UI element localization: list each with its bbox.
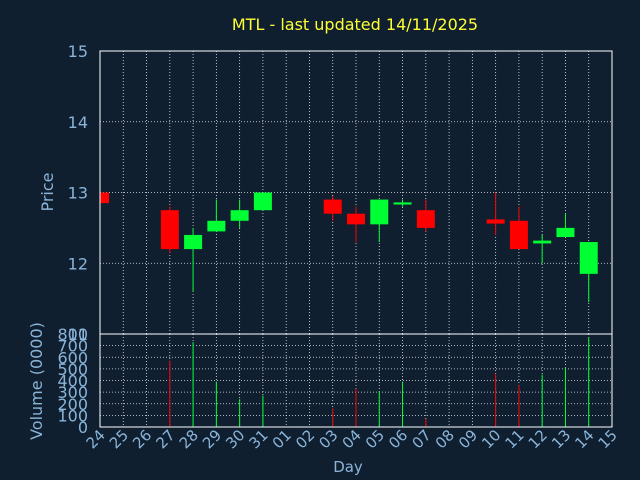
price-y-axis-label: Price xyxy=(38,172,57,211)
volume-y-tick-label: 100 xyxy=(57,406,88,425)
price-y-tick-label: 13 xyxy=(68,184,88,203)
chart-title: MTL - last updated 14/11/2025 xyxy=(232,15,478,34)
volume-y-tick-label: 800 xyxy=(57,325,88,344)
candle-body xyxy=(160,210,179,250)
volume-frame xyxy=(99,333,613,428)
candle-body xyxy=(509,220,528,250)
candle-body xyxy=(533,240,552,244)
candle-body xyxy=(184,234,203,250)
price-y-tick-label: 14 xyxy=(68,113,88,132)
volume-y-tick-label: 600 xyxy=(57,348,88,367)
volume-y-tick-label: 300 xyxy=(57,383,88,402)
x-tick-labels: 2425262728293031010203040506070809101112… xyxy=(83,426,621,452)
volume-y-axis-label: Volume (0000) xyxy=(27,322,46,440)
candle-body xyxy=(253,192,272,211)
candle-body xyxy=(370,199,389,225)
candle-body xyxy=(323,199,342,214)
candle-body xyxy=(207,220,226,232)
candle-body xyxy=(416,210,435,228)
candle-body xyxy=(230,210,249,221)
candle-body xyxy=(100,192,109,204)
x-axis-label: Day xyxy=(333,458,363,476)
price-y-tick-label: 11 xyxy=(68,325,88,344)
candle-body xyxy=(347,213,365,225)
candle-body xyxy=(579,242,598,274)
candles xyxy=(99,192,598,303)
volume-y-tick-label: 200 xyxy=(57,395,88,414)
price-y-tick-label: 12 xyxy=(68,254,88,273)
price-y-tick-label: 15 xyxy=(68,42,88,61)
candle-body xyxy=(393,202,412,205)
candle-body xyxy=(486,219,505,224)
volume-y-tick-label: 500 xyxy=(57,360,88,379)
volume-y-tick-label: 400 xyxy=(57,372,88,391)
volume-y-tick-label: 700 xyxy=(57,337,88,356)
volume-y-tick-label: 0 xyxy=(78,418,88,437)
candle-body xyxy=(556,227,575,238)
price-y-ticks: 11 12 13 14 15 xyxy=(68,42,88,344)
volume-bars xyxy=(169,337,590,427)
